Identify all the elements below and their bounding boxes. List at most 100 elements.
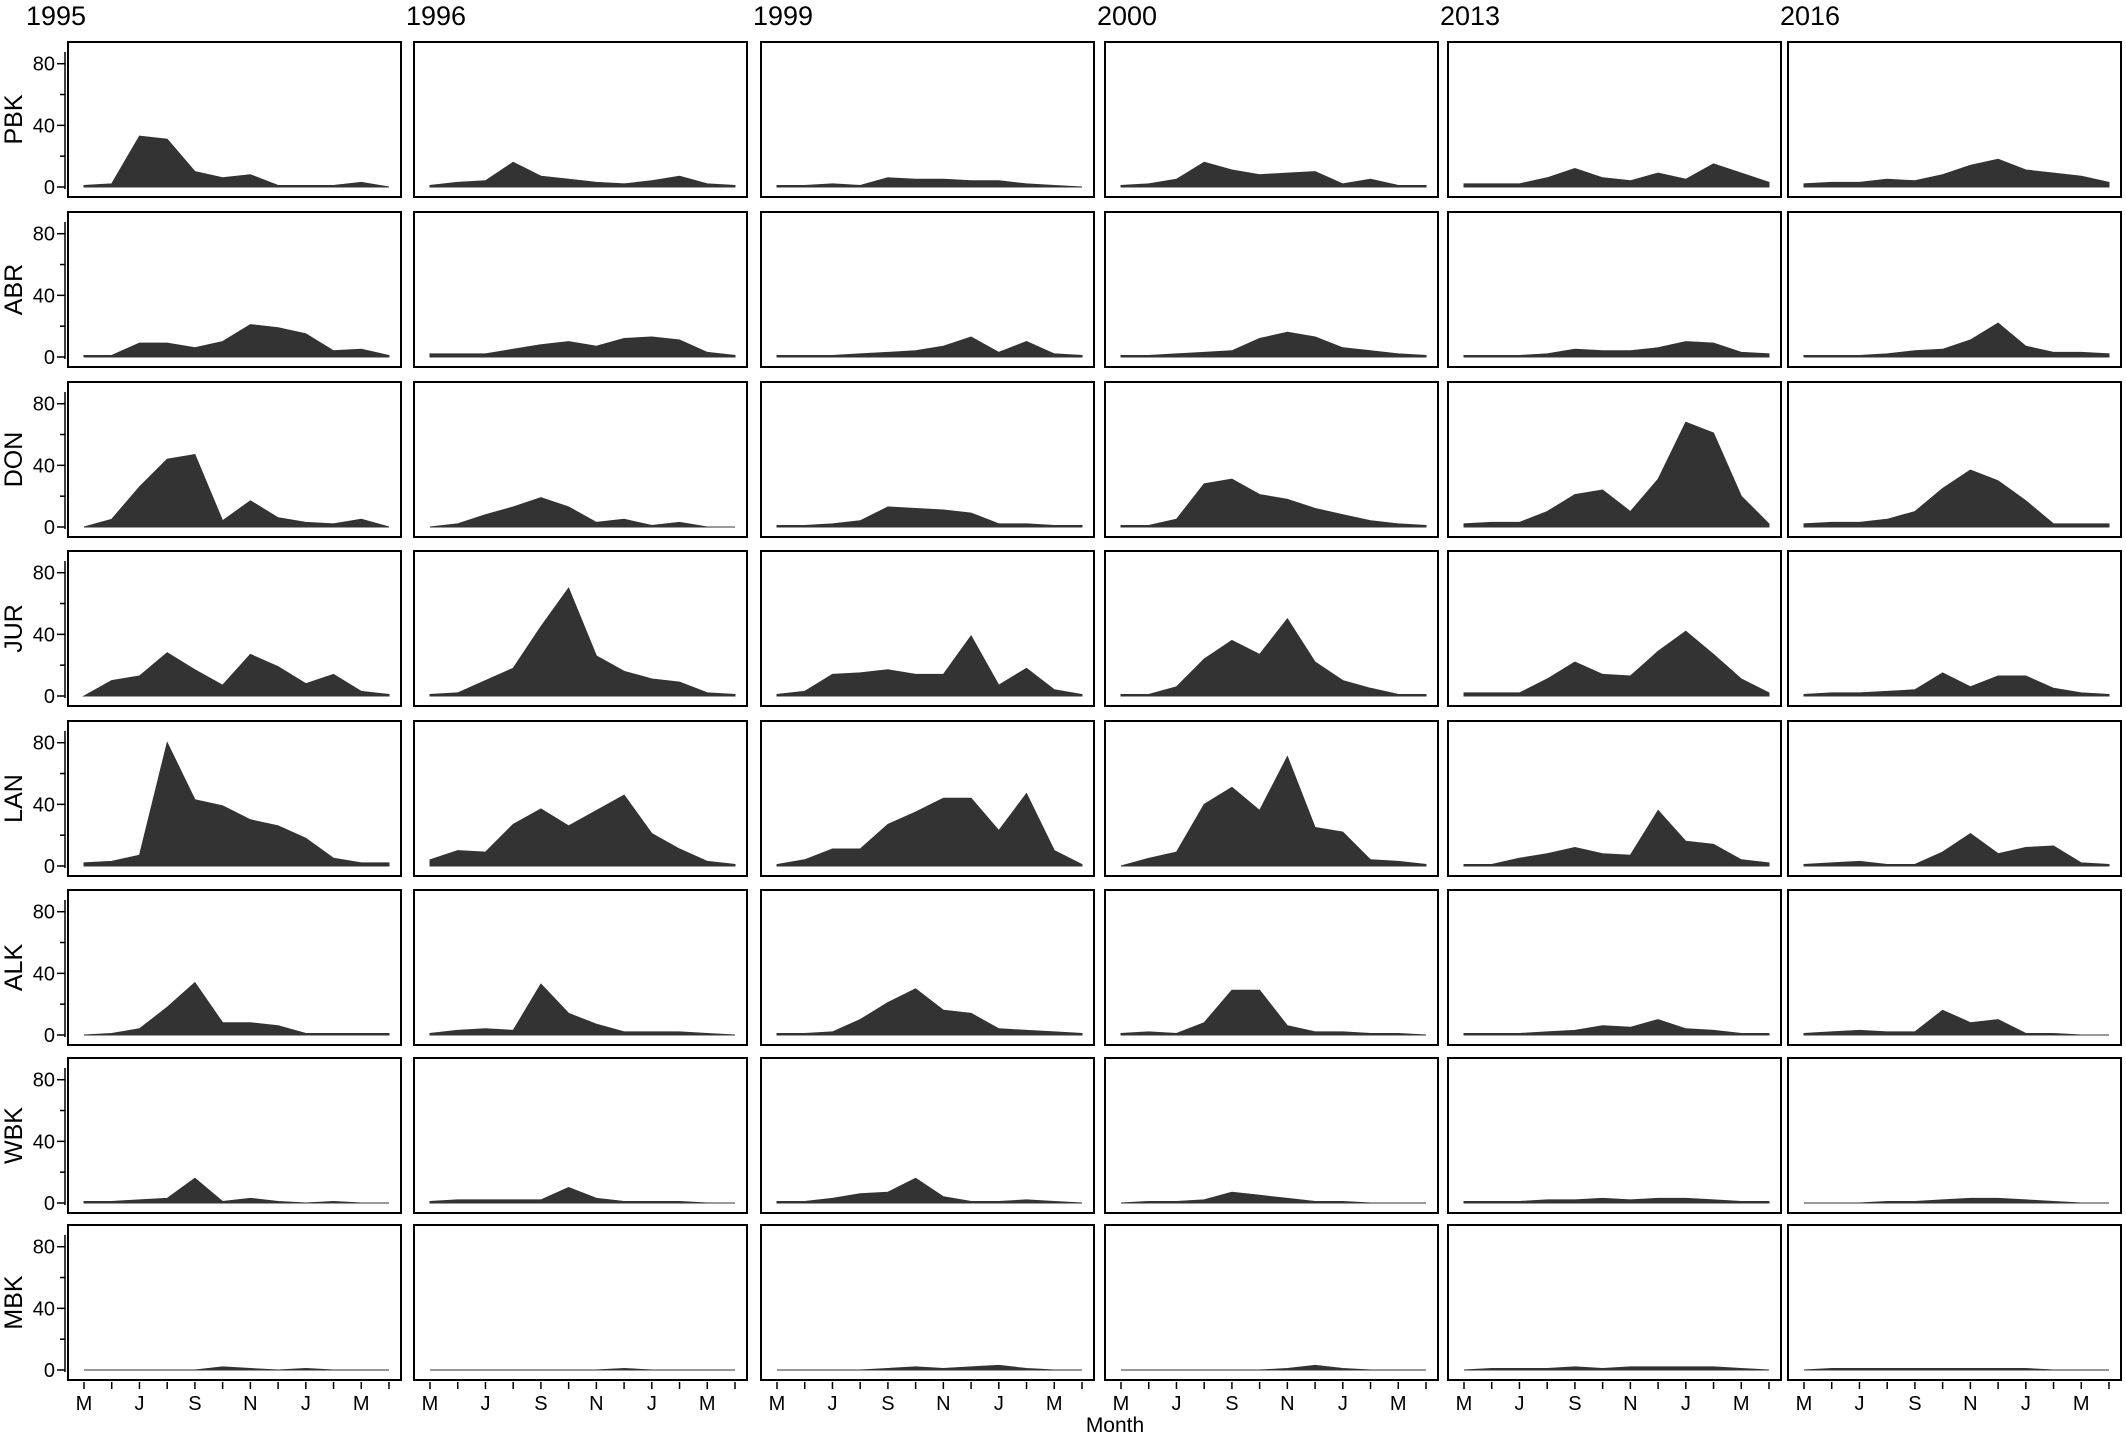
x-tick-label-1996-2: S [534, 1393, 547, 1415]
y-tick-label-lan-0: 0 [44, 856, 55, 878]
panel-frame-lan-1995 [67, 720, 402, 877]
panel-frame-jur-1996 [413, 550, 748, 707]
area-wbk-1996 [429, 1187, 735, 1204]
area-wbk-1995 [83, 1177, 389, 1204]
x-tick-label-1999-3: N [936, 1393, 950, 1415]
area-pbk-1999 [776, 177, 1083, 188]
panel-frame-lan-2000 [1104, 720, 1439, 877]
panel-frame-lan-2013 [1447, 720, 1782, 877]
area-mbk-2016 [1803, 1368, 2109, 1371]
area-abr-1995 [83, 324, 390, 358]
area-mbk-2013 [1463, 1366, 1770, 1371]
x-tick-label-1995-0: M [76, 1393, 93, 1415]
x-tick-label-2000-3: N [1280, 1393, 1294, 1415]
y-tick-label-abr-0: 0 [44, 347, 55, 369]
panel-frame-mbk-1996 [413, 1224, 748, 1381]
panel-frame-abr-1996 [413, 211, 748, 368]
panel-frame-wbk-1996 [413, 1057, 748, 1214]
row-label-lan: LAN [0, 774, 28, 823]
x-tick-label-1996-1: J [480, 1393, 490, 1415]
column-title-2000: 2000 [1097, 1, 1157, 31]
panel-frame-jur-2016 [1787, 550, 2122, 707]
x-tick-label-2013-5: M [1733, 1393, 1750, 1415]
row-label-mbk: MBK [0, 1275, 28, 1330]
y-tick-label-pbk-80: 80 [33, 54, 55, 76]
x-tick-label-1999-1: J [827, 1393, 837, 1415]
panel-frame-abr-2016 [1787, 211, 2122, 368]
y-tick-label-lan-80: 80 [33, 733, 55, 755]
area-pbk-2000 [1120, 161, 1427, 188]
area-don-1995 [83, 454, 390, 528]
area-alk-1999 [776, 988, 1083, 1036]
panel-frame-lan-2016 [1787, 720, 2122, 877]
panel-frame-jur-1999 [760, 550, 1095, 707]
panel-frame-jur-2000 [1104, 550, 1439, 707]
y-tick-label-jur-80: 80 [33, 563, 55, 585]
panel-frame-pbk-1999 [760, 41, 1095, 198]
panel-frame-mbk-1995 [67, 1224, 402, 1381]
panel-frame-wbk-2016 [1787, 1057, 2122, 1214]
panel-frame-alk-2013 [1447, 889, 1782, 1046]
panel-frame-jur-2013 [1447, 550, 1782, 707]
panel-frame-alk-2016 [1787, 889, 2122, 1046]
x-tick-label-1996-5: M [699, 1393, 716, 1415]
y-tick-label-don-40: 40 [33, 455, 55, 477]
x-tick-label-1995-3: N [243, 1393, 257, 1415]
area-lan-1995 [83, 741, 390, 867]
panel-frame-lan-1999 [760, 720, 1095, 877]
y-tick-label-alk-80: 80 [33, 902, 55, 924]
y-tick-label-jur-40: 40 [33, 624, 55, 646]
panel-frame-abr-2000 [1104, 211, 1439, 368]
x-tick-label-2013-4: J [1681, 1393, 1691, 1415]
panel-frame-don-1995 [67, 381, 402, 538]
area-wbk-2013 [1463, 1197, 1770, 1204]
x-tick-label-2016-5: M [2073, 1393, 2090, 1415]
x-tick-label-2016-3: N [1963, 1393, 1977, 1415]
area-jur-1995 [82, 652, 390, 697]
x-axis-title: Month [1086, 1414, 1144, 1434]
panel-frame-pbk-2016 [1787, 41, 2122, 198]
area-mbk-2000 [1121, 1364, 1426, 1371]
y-tick-label-alk-0: 0 [44, 1025, 55, 1047]
x-tick-label-1996-3: N [589, 1393, 603, 1415]
y-tick-label-mbk-40: 40 [33, 1298, 55, 1320]
area-alk-2016 [1803, 1009, 2109, 1036]
area-don-1999 [776, 506, 1083, 528]
area-mbk-1996 [430, 1367, 735, 1371]
area-alk-1995 [83, 981, 390, 1036]
panel-frame-alk-1999 [760, 889, 1095, 1046]
y-tick-label-abr-80: 80 [33, 224, 55, 246]
area-lan-2013 [1463, 809, 1770, 867]
column-title-1996: 1996 [406, 1, 466, 31]
x-tick-label-2000-5: M [1390, 1393, 1407, 1415]
column-title-1995: 1995 [26, 1, 86, 31]
area-wbk-1999 [776, 1177, 1083, 1204]
y-tick-label-abr-40: 40 [33, 285, 55, 307]
y-tick-label-mbk-0: 0 [44, 1360, 55, 1382]
panel-frame-don-1996 [413, 381, 748, 538]
area-lan-2016 [1803, 832, 2110, 867]
area-pbk-1996 [429, 161, 736, 188]
panel-frame-abr-2013 [1447, 211, 1782, 368]
area-wbk-2000 [1120, 1191, 1426, 1204]
y-tick-label-lan-40: 40 [33, 794, 55, 816]
panel-frame-mbk-2016 [1787, 1224, 2122, 1381]
column-title-1999: 1999 [753, 1, 813, 31]
x-tick-label-1999-2: S [881, 1393, 894, 1415]
panel-frame-jur-1995 [67, 550, 402, 707]
y-tick-label-pbk-40: 40 [33, 115, 55, 137]
area-mbk-1995 [84, 1366, 389, 1371]
panel-frame-pbk-2000 [1104, 41, 1439, 198]
x-tick-label-1999-5: M [1046, 1393, 1063, 1415]
x-tick-label-2016-1: J [1854, 1393, 1864, 1415]
panel-frame-mbk-1999 [760, 1224, 1095, 1381]
panel-frame-pbk-1996 [413, 41, 748, 198]
panel-frame-wbk-2000 [1104, 1057, 1439, 1214]
area-jur-2000 [1120, 618, 1427, 697]
x-tick-label-1995-2: S [188, 1393, 201, 1415]
area-alk-2000 [1120, 989, 1427, 1036]
x-tick-label-1996-0: M [422, 1393, 439, 1415]
column-title-2016: 2016 [1780, 1, 1840, 31]
panel-frame-abr-1999 [760, 211, 1095, 368]
